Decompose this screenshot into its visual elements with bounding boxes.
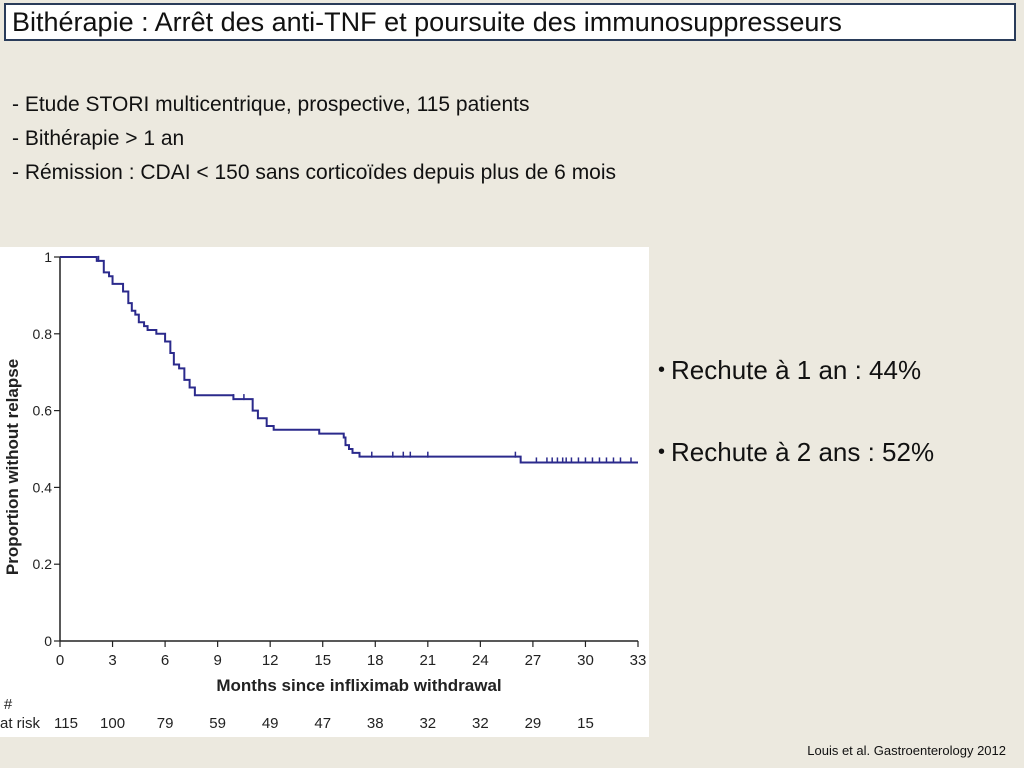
relapse-bullets: • Rechute à 1 an : 44% • Rechute à 2 ans :… <box>658 350 934 514</box>
relapse-1y-text: Rechute à 1 an : 44% <box>671 355 922 385</box>
x-tick-label: 9 <box>213 652 221 669</box>
at-risk-value: 100 <box>100 715 125 732</box>
x-tick-label: 0 <box>56 652 64 669</box>
y-tick-label: 0.2 <box>33 556 53 572</box>
intro-bullets: - Etude STORI multicentrique, prospectiv… <box>12 88 616 190</box>
chart-panel: 0 0.2 0.4 0.6 0.8 1 0 3 6 9 12 15 18 21 24 27 30 33 Months… <box>0 247 649 737</box>
kaplan-meier-chart: 0 0.2 0.4 0.6 0.8 1 0 3 6 9 12 15 18 21 24 27 30 33 Months… <box>0 249 647 732</box>
relapse-2y-text: Rechute à 2 ans : 52% <box>671 437 935 467</box>
y-tick-label: 1 <box>44 249 52 265</box>
survival-curve-series <box>60 256 638 464</box>
at-risk-label: at risk <box>0 715 41 732</box>
y-tick-label: 0.4 <box>33 479 53 495</box>
x-axis-label: Months since infliximab withdrawal <box>216 676 501 695</box>
at-risk-hash: # <box>4 696 13 713</box>
x-tick-label: 12 <box>262 652 279 669</box>
at-risk-value: 32 <box>419 715 436 732</box>
citation: Louis et al. Gastroenterology 2012 <box>807 743 1006 758</box>
x-tick-label: 6 <box>161 652 169 669</box>
x-tick-label: 33 <box>630 652 647 669</box>
y-tick-label: 0.6 <box>33 403 53 419</box>
relapse-bullet-2y: • Rechute à 2 ans : 52% <box>658 432 934 472</box>
y-tick-label: 0.8 <box>33 326 53 342</box>
at-risk-value: 79 <box>157 715 174 732</box>
bullet-duration: - Bithérapie > 1 an <box>12 127 185 150</box>
bullet-study: - Etude STORI multicentrique, prospectiv… <box>12 93 530 116</box>
at-risk-value: 49 <box>262 715 279 732</box>
relapse-bullet-1y: • Rechute à 1 an : 44% <box>658 350 934 390</box>
bullet-dot-icon: • <box>658 359 666 381</box>
at-risk-value: 15 <box>577 715 594 732</box>
x-tick-label: 15 <box>314 652 331 669</box>
y-axis-label: Proportion without relapse <box>3 359 22 575</box>
at-risk-value: 32 <box>472 715 489 732</box>
at-risk-value: 38 <box>367 715 384 732</box>
x-tick-label: 24 <box>472 652 489 669</box>
x-tick-label: 21 <box>419 652 436 669</box>
bullet-remission: - Rémission : CDAI < 150 sans corticoïde… <box>12 161 617 184</box>
bullet-dot-icon: • <box>658 441 666 463</box>
at-risk-value: 59 <box>209 715 226 732</box>
x-tick-label: 27 <box>525 652 542 669</box>
at-risk-value: 29 <box>525 715 542 732</box>
x-tick-label: 18 <box>367 652 384 669</box>
at-risk-value: 47 <box>314 715 331 732</box>
x-tick-label: 3 <box>108 652 116 669</box>
at-risk-value: 115 <box>54 715 78 732</box>
slide-title: Bithérapie : Arrêt des anti-TNF et pours… <box>4 3 1016 41</box>
y-tick-label: 0 <box>44 633 52 649</box>
x-tick-label: 30 <box>577 652 594 669</box>
